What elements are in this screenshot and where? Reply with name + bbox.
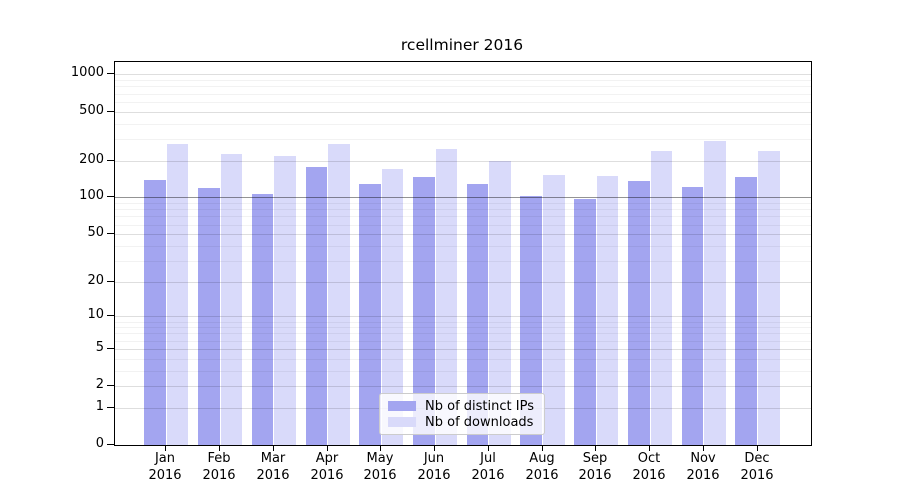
x-tick-mark bbox=[757, 445, 758, 451]
x-tick-label-dec: Dec 2016 bbox=[740, 451, 774, 483]
y-tick-mark bbox=[107, 73, 114, 74]
y-tick-mark bbox=[107, 281, 114, 282]
y-tick-mark bbox=[107, 348, 114, 349]
gridline-minor bbox=[115, 94, 811, 95]
x-tick-label-oct: Oct 2016 bbox=[632, 451, 666, 483]
gridline-minor bbox=[115, 139, 811, 140]
bar-distinct-ips-feb bbox=[198, 187, 220, 445]
gridline-minor bbox=[115, 102, 811, 103]
y-tick-mark bbox=[107, 315, 114, 316]
bar-distinct-ips-sep bbox=[574, 199, 596, 445]
bar-downloads-may bbox=[381, 168, 404, 445]
bar-downloads-aug bbox=[543, 174, 565, 445]
bar-downloads-apr bbox=[328, 143, 350, 445]
bar-distinct-ips-nov bbox=[681, 187, 704, 445]
y-tick-mark bbox=[107, 407, 114, 408]
legend-label-downloads: Nb of downloads bbox=[425, 414, 534, 430]
x-tick-label-aug: Aug 2016 bbox=[525, 451, 559, 483]
gridline-major bbox=[115, 74, 811, 75]
x-tick-mark bbox=[649, 445, 650, 451]
y-tick-mark bbox=[107, 111, 114, 112]
bar-downloads-dec bbox=[758, 150, 780, 445]
x-tick-mark bbox=[703, 445, 704, 451]
y-tick-label-5: 5 bbox=[95, 340, 104, 355]
x-tick-mark bbox=[542, 445, 543, 451]
y-tick-mark bbox=[107, 196, 114, 197]
bar-distinct-ips-jul bbox=[466, 184, 489, 445]
legend-swatch-downloads bbox=[388, 417, 417, 427]
legend-swatch-distinct-ips bbox=[388, 401, 417, 411]
bar-distinct-ips-mar bbox=[251, 193, 274, 445]
y-tick-label-50: 50 bbox=[87, 225, 104, 240]
bar-distinct-ips-jan bbox=[144, 179, 166, 445]
y-tick-label-10: 10 bbox=[87, 307, 104, 322]
x-tick-mark bbox=[488, 445, 489, 451]
legend-label-distinct-ips: Nb of distinct IPs bbox=[425, 398, 534, 414]
x-tick-label-jun: Jun 2016 bbox=[417, 451, 451, 483]
bar-downloads-jan bbox=[166, 144, 189, 445]
x-tick-label-jul: Jul 2016 bbox=[471, 451, 505, 483]
bar-downloads-mar bbox=[274, 155, 296, 445]
chart-title: rcellminer 2016 bbox=[400, 36, 524, 54]
gridline-minor bbox=[115, 124, 811, 125]
bar-distinct-ips-aug bbox=[520, 196, 543, 445]
x-tick-mark bbox=[595, 445, 596, 451]
bar-downloads-nov bbox=[704, 141, 726, 445]
y-tick-mark bbox=[107, 160, 114, 161]
bar-downloads-sep bbox=[596, 175, 619, 445]
bar-downloads-jun bbox=[435, 149, 458, 445]
x-tick-label-may: May 2016 bbox=[363, 451, 397, 483]
bar-downloads-oct bbox=[650, 150, 673, 445]
y-tick-label-500: 500 bbox=[79, 103, 104, 118]
x-tick-mark bbox=[434, 445, 435, 451]
y-tick-mark bbox=[107, 233, 114, 234]
gridline-minor bbox=[115, 86, 811, 87]
x-tick-mark bbox=[219, 445, 220, 451]
x-tick-mark bbox=[165, 445, 166, 451]
x-tick-mark bbox=[273, 445, 274, 451]
x-tick-mark bbox=[380, 445, 381, 451]
x-tick-label-mar: Mar 2016 bbox=[256, 451, 290, 483]
x-tick-label-apr: Apr 2016 bbox=[310, 451, 344, 483]
legend-item-downloads: Nb of downloads bbox=[388, 414, 534, 430]
y-tick-label-200: 200 bbox=[79, 152, 104, 167]
bar-distinct-ips-dec bbox=[735, 177, 758, 445]
plot-area bbox=[114, 61, 812, 446]
legend-item-distinct-ips: Nb of distinct IPs bbox=[388, 398, 534, 414]
bar-distinct-ips-oct bbox=[627, 181, 650, 445]
y-tick-label-0: 0 bbox=[95, 436, 104, 451]
legend: Nb of distinct IPs Nb of downloads bbox=[379, 393, 545, 435]
x-tick-label-feb: Feb 2016 bbox=[202, 451, 236, 483]
x-tick-label-nov: Nov 2016 bbox=[686, 451, 720, 483]
bar-downloads-jul bbox=[489, 160, 511, 445]
y-tick-label-1000: 1000 bbox=[70, 65, 104, 80]
bar-distinct-ips-jun bbox=[413, 177, 435, 445]
y-tick-mark bbox=[107, 444, 114, 445]
bar-downloads-feb bbox=[220, 153, 243, 445]
x-tick-label-sep: Sep 2016 bbox=[578, 451, 612, 483]
y-tick-mark bbox=[107, 385, 114, 386]
bar-distinct-ips-may bbox=[359, 183, 381, 445]
gridline-minor bbox=[115, 80, 811, 81]
x-tick-label-jan: Jan 2016 bbox=[148, 451, 182, 483]
gridline-major bbox=[115, 112, 811, 113]
y-tick-label-100: 100 bbox=[79, 188, 104, 203]
x-tick-mark bbox=[327, 445, 328, 451]
y-tick-label-20: 20 bbox=[87, 273, 104, 288]
y-tick-label-1: 1 bbox=[95, 399, 104, 414]
bar-distinct-ips-apr bbox=[305, 166, 328, 445]
y-tick-label-2: 2 bbox=[95, 377, 104, 392]
